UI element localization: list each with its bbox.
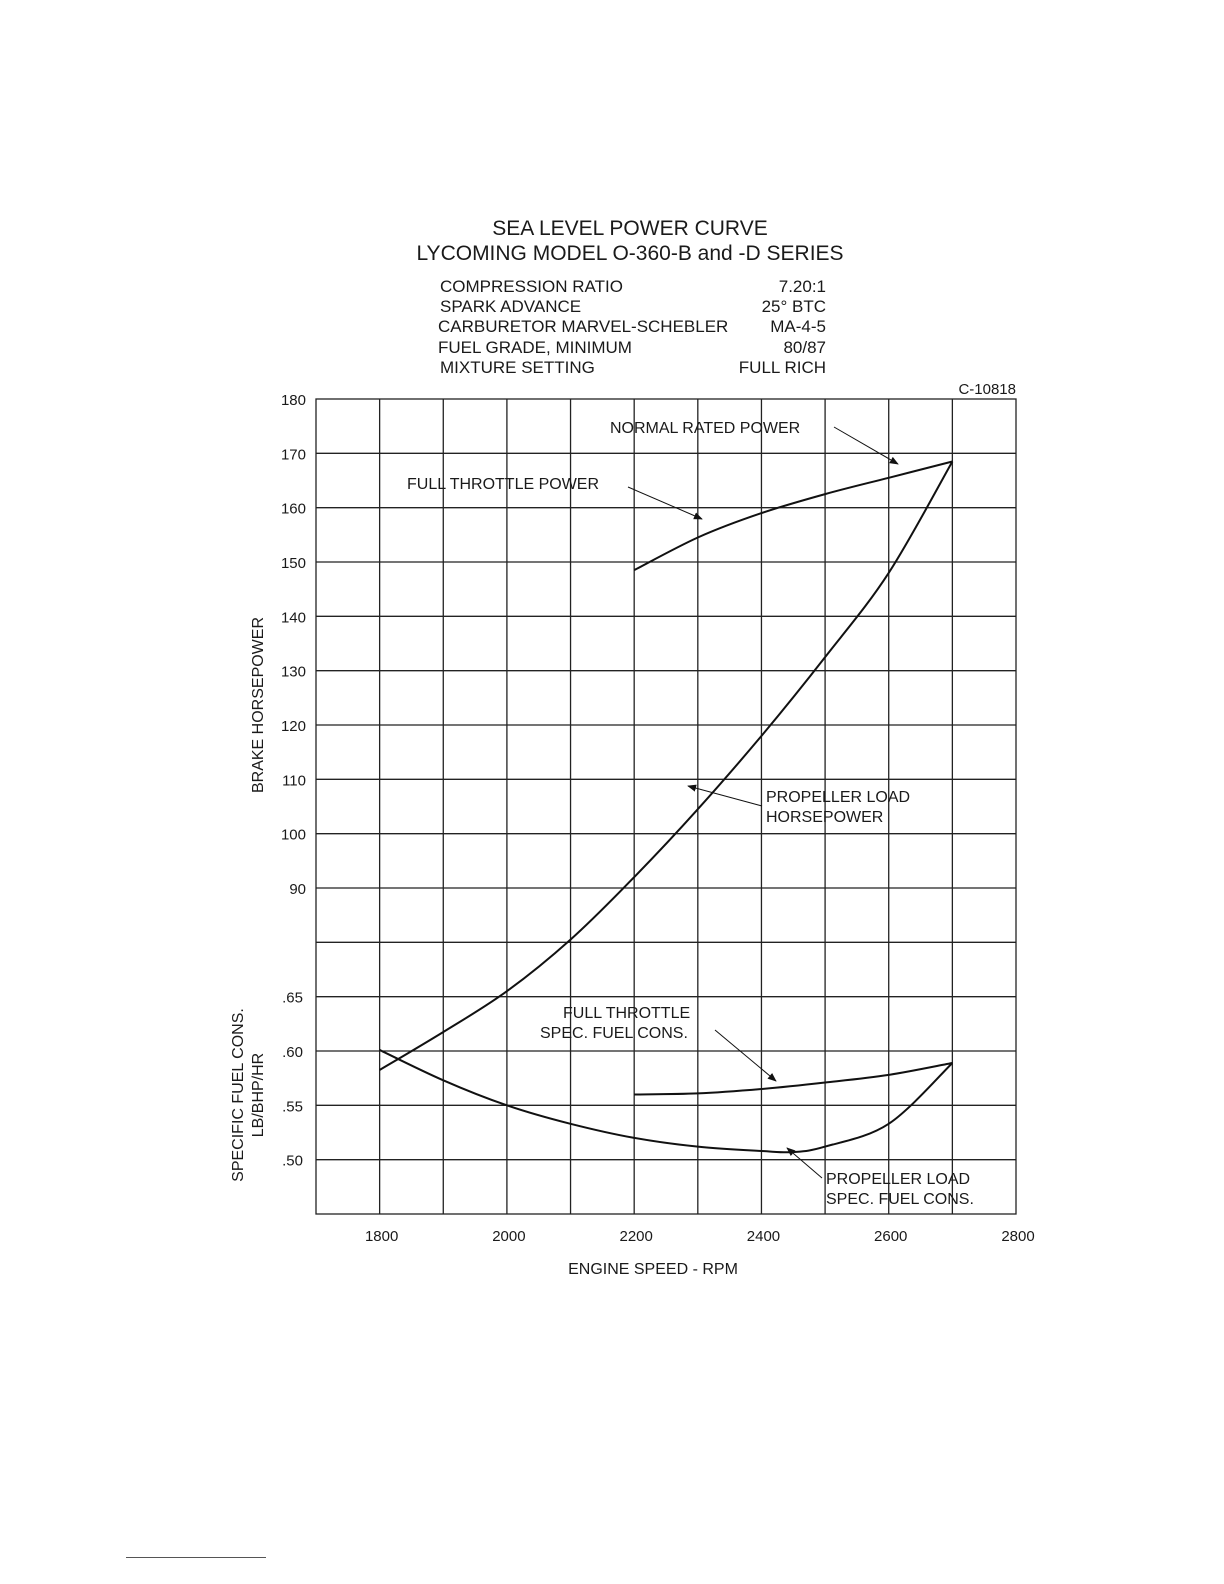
spec-label-mixture: MIXTURE SETTING bbox=[440, 358, 595, 377]
leader-prop-load-hp bbox=[687, 784, 763, 807]
x-tick-label: 2200 bbox=[619, 1228, 652, 1245]
hp-tick-labels: 180 170 160 150 140 130 120 110 100 90 bbox=[281, 392, 306, 898]
series-line-full-throttle-spec-fuel-cons bbox=[634, 1062, 953, 1096]
hp-axis-label: BRAKE HORSEPOWER bbox=[250, 617, 267, 793]
sfc-axis-label-line2: LB/BHP/HR bbox=[250, 1053, 267, 1137]
hp-tick-label: 100 bbox=[281, 827, 306, 844]
spec-value-compression: 7.20:1 bbox=[779, 277, 826, 296]
annotation-normal-rated-power: NORMAL RATED POWER bbox=[610, 420, 800, 437]
annotation-prop-load-sfc-line2: SPEC. FUEL CONS. bbox=[826, 1191, 974, 1208]
hp-tick-label: 160 bbox=[281, 501, 306, 518]
annotation-prop-load-hp-line1: PROPELLER LOAD bbox=[766, 789, 910, 806]
series-line-propeller-load-spec-fuel-cons bbox=[379, 1048, 954, 1154]
annotation-prop-load-sfc-line1: PROPELLER LOAD bbox=[826, 1171, 970, 1188]
annotation-prop-load-hp-line2: HORSEPOWER bbox=[766, 809, 883, 826]
x-tick-label: 1800 bbox=[365, 1228, 398, 1245]
spec-value-spark: 25° BTC bbox=[762, 297, 826, 316]
spec-value-carburetor: MA-4-5 bbox=[770, 317, 826, 336]
sfc-axis-label-line1: SPECIFIC FUEL CONS. bbox=[230, 1008, 247, 1182]
leader-normal-rated-power bbox=[833, 426, 899, 465]
annotation-full-throttle-power: FULL THROTTLE POWER bbox=[407, 476, 599, 493]
spec-value-fuel-grade: 80/87 bbox=[783, 338, 826, 357]
x-tick-label: 2800 bbox=[1001, 1228, 1034, 1245]
spec-label-spark: SPARK ADVANCE bbox=[440, 297, 581, 316]
x-tick-label: 2000 bbox=[492, 1228, 525, 1245]
hp-tick-label: 170 bbox=[281, 446, 306, 463]
chart-subtitle: LYCOMING MODEL O-360-B and -D SERIES bbox=[416, 242, 843, 265]
hp-tick-label: 120 bbox=[281, 718, 306, 735]
leader-prop-load-sfc bbox=[786, 1147, 823, 1179]
spec-label-fuel-grade: FUEL GRADE, MINIMUM bbox=[438, 338, 632, 357]
sfc-tick-label: .65 bbox=[282, 990, 303, 1007]
x-axis-label: ENGINE SPEED - RPM bbox=[568, 1261, 738, 1278]
leader-full-throttle-sfc bbox=[714, 1029, 777, 1082]
x-tick-label: 2400 bbox=[747, 1228, 780, 1245]
chart-title: SEA LEVEL POWER CURVE bbox=[492, 217, 767, 240]
sfc-tick-labels: .65 .60 .55 .50 bbox=[282, 990, 303, 1170]
annotation-full-throttle-sfc-line1: FULL THROTTLE bbox=[563, 1005, 690, 1022]
footer-rule bbox=[126, 1557, 266, 1558]
chart-curves bbox=[379, 460, 954, 1154]
chart-grid bbox=[315, 398, 1017, 1215]
hp-tick-label: 90 bbox=[289, 881, 306, 898]
hp-tick-label: 180 bbox=[281, 392, 306, 409]
sfc-tick-label: .55 bbox=[282, 1098, 303, 1115]
figure-id: C-10818 bbox=[958, 381, 1016, 398]
hp-tick-label: 140 bbox=[281, 609, 306, 626]
x-tick-labels: 1800 2000 2200 2400 2600 2800 bbox=[365, 1228, 1035, 1245]
x-tick-label: 2600 bbox=[874, 1228, 907, 1245]
spec-label-carburetor: CARBURETOR MARVEL-SCHEBLER bbox=[438, 317, 728, 336]
plot-frame bbox=[315, 398, 1017, 1215]
spec-value-mixture: FULL RICH bbox=[739, 358, 826, 377]
series-line-full-throttle-power bbox=[633, 460, 953, 571]
hp-tick-label: 110 bbox=[282, 772, 306, 789]
sfc-tick-label: .50 bbox=[282, 1153, 303, 1170]
hp-tick-label: 130 bbox=[281, 664, 306, 681]
annotation-full-throttle-sfc-line2: SPEC. FUEL CONS. bbox=[540, 1025, 688, 1042]
hp-tick-label: 150 bbox=[281, 555, 306, 572]
leader-full-throttle-power bbox=[627, 486, 703, 520]
series-line-propeller-load-horsepower bbox=[379, 461, 954, 1071]
sfc-tick-label: .60 bbox=[282, 1044, 303, 1061]
spec-label-compression: COMPRESSION RATIO bbox=[440, 277, 623, 296]
